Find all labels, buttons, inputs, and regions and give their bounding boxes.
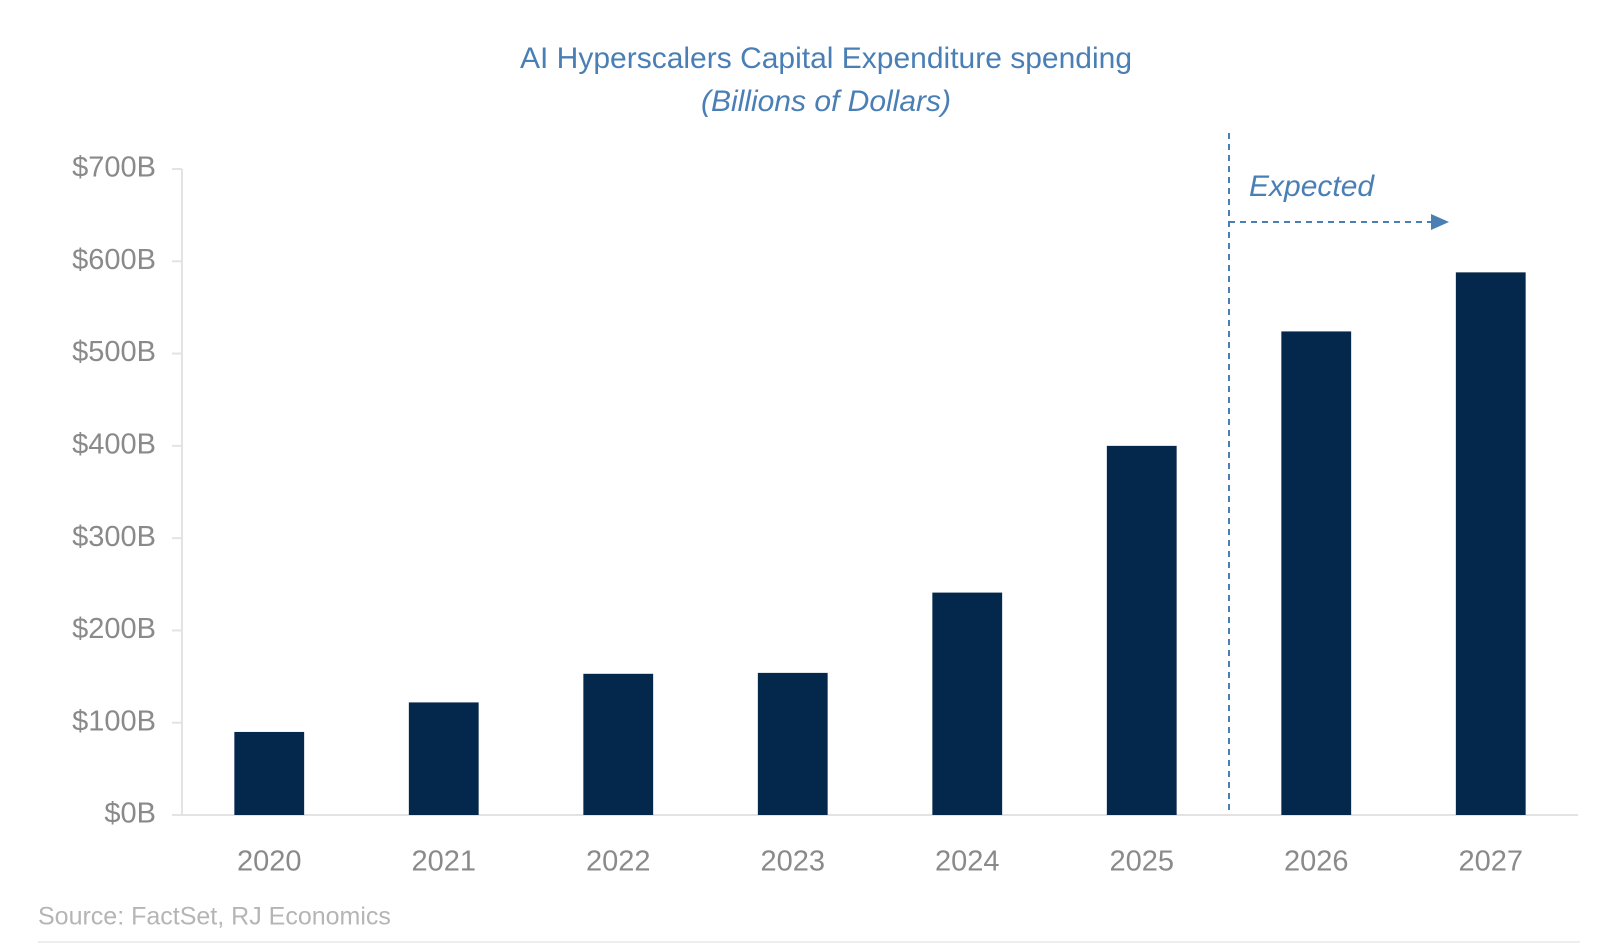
- bar: [757, 672, 828, 815]
- chart-title: AI Hyperscalers Capital Expenditure spen…: [520, 42, 1132, 75]
- x-tick-label: 2023: [760, 846, 825, 878]
- x-tick-label: 2026: [1284, 846, 1349, 878]
- forecast-arrow-head: [1431, 214, 1449, 230]
- y-tick-label: $400B: [72, 429, 156, 461]
- y-tick-label: $700B: [72, 152, 156, 184]
- bar: [1455, 272, 1526, 815]
- x-tick-label: 2021: [411, 846, 476, 878]
- chart-subtitle: (Billions of Dollars): [701, 85, 951, 118]
- x-tick-label: 2022: [586, 846, 651, 878]
- y-tick-label: $200B: [72, 613, 156, 645]
- y-tick-label: $500B: [72, 336, 156, 368]
- bar: [583, 673, 654, 815]
- y-tick-label: $0B: [104, 798, 156, 830]
- x-tick-label: 2027: [1458, 846, 1523, 878]
- bar: [1281, 331, 1352, 815]
- y-tick-label: $100B: [72, 705, 156, 737]
- bar: [932, 592, 1003, 815]
- y-tick-label: $300B: [72, 521, 156, 553]
- bar: [408, 702, 479, 815]
- x-tick-label: 2025: [1109, 846, 1174, 878]
- y-tick-label: $600B: [72, 244, 156, 276]
- source-note: Source: FactSet, RJ Economics: [38, 903, 391, 931]
- x-tick-label: 2024: [935, 846, 1000, 878]
- x-tick-label: 2020: [237, 846, 302, 878]
- bar: [1106, 445, 1177, 815]
- annotation: Expected: [1249, 170, 1375, 203]
- bar: [234, 731, 305, 815]
